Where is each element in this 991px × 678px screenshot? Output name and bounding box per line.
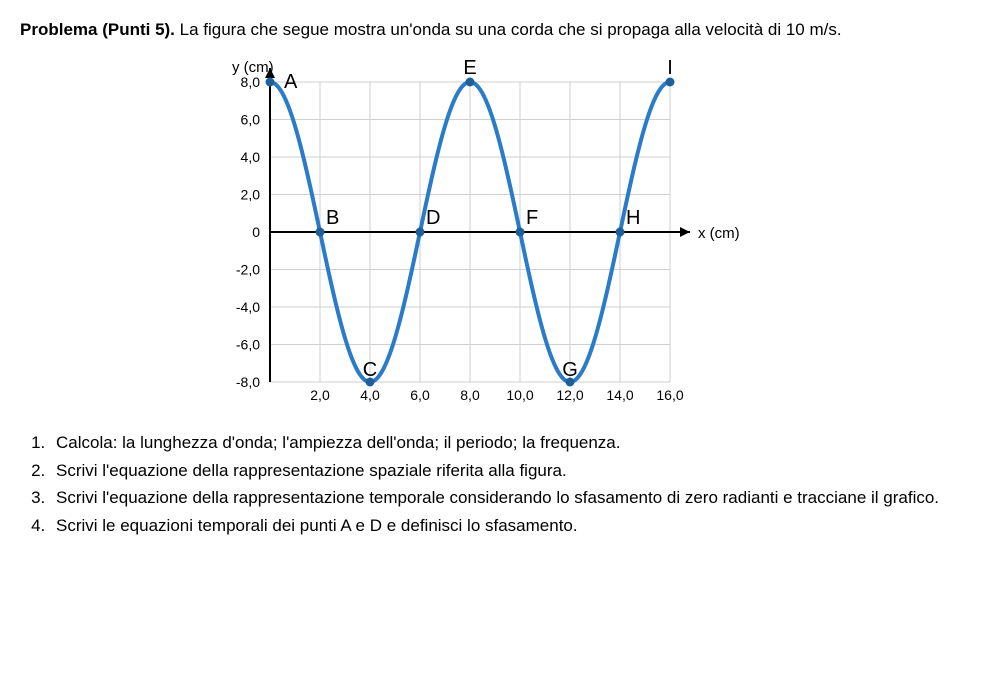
- svg-text:2,0: 2,0: [310, 387, 330, 403]
- question-item: Scrivi le equazioni temporali dei punti …: [50, 513, 971, 539]
- svg-text:E: E: [463, 57, 476, 79]
- svg-text:16,0: 16,0: [656, 387, 683, 403]
- svg-text:12,0: 12,0: [556, 387, 583, 403]
- problem-title-text: La figura che segue mostra un'onda su un…: [175, 20, 842, 39]
- svg-text:6,0: 6,0: [410, 387, 430, 403]
- wave-chart: 8,0 6,0 4,0 2,0 0 -2,0 -4,0 -6,0 -8,0 2,0 4,0 6,0 8,…: [200, 52, 750, 412]
- svg-text:8,0: 8,0: [241, 74, 261, 90]
- svg-text:4,0: 4,0: [241, 149, 261, 165]
- svg-text:G: G: [562, 359, 578, 381]
- svg-text:4,0: 4,0: [360, 387, 380, 403]
- problem-title: Problema (Punti 5). La figura che segue …: [20, 20, 971, 40]
- svg-text:D: D: [426, 207, 440, 229]
- question-item: Scrivi l'equazione della rappresentazion…: [50, 458, 971, 484]
- question-item: Scrivi l'equazione della rappresentazion…: [50, 485, 971, 511]
- svg-text:14,0: 14,0: [606, 387, 633, 403]
- svg-text:B: B: [326, 207, 339, 229]
- svg-text:A: A: [284, 71, 298, 93]
- svg-text:I: I: [667, 57, 673, 79]
- svg-text:-8,0: -8,0: [236, 374, 260, 390]
- svg-text:-4,0: -4,0: [236, 299, 260, 315]
- svg-text:H: H: [626, 207, 640, 229]
- question-item: Calcola: la lunghezza d'onda; l'ampiezza…: [50, 430, 971, 456]
- svg-text:0: 0: [252, 224, 260, 240]
- svg-text:C: C: [363, 359, 377, 381]
- chart-container: 8,0 6,0 4,0 2,0 0 -2,0 -4,0 -6,0 -8,0 2,0 4,0 6,0 8,…: [200, 52, 991, 412]
- svg-text:8,0: 8,0: [460, 387, 480, 403]
- svg-text:y (cm): y (cm): [232, 59, 274, 76]
- svg-text:10,0: 10,0: [506, 387, 533, 403]
- problem-title-bold: Problema (Punti 5).: [20, 20, 175, 39]
- svg-text:F: F: [526, 207, 538, 229]
- svg-text:6,0: 6,0: [241, 112, 261, 128]
- svg-text:x (cm): x (cm): [698, 225, 740, 242]
- svg-text:-2,0: -2,0: [236, 262, 260, 278]
- question-list: Calcola: la lunghezza d'onda; l'ampiezza…: [50, 430, 971, 538]
- svg-text:2,0: 2,0: [241, 187, 261, 203]
- svg-text:-6,0: -6,0: [236, 337, 260, 353]
